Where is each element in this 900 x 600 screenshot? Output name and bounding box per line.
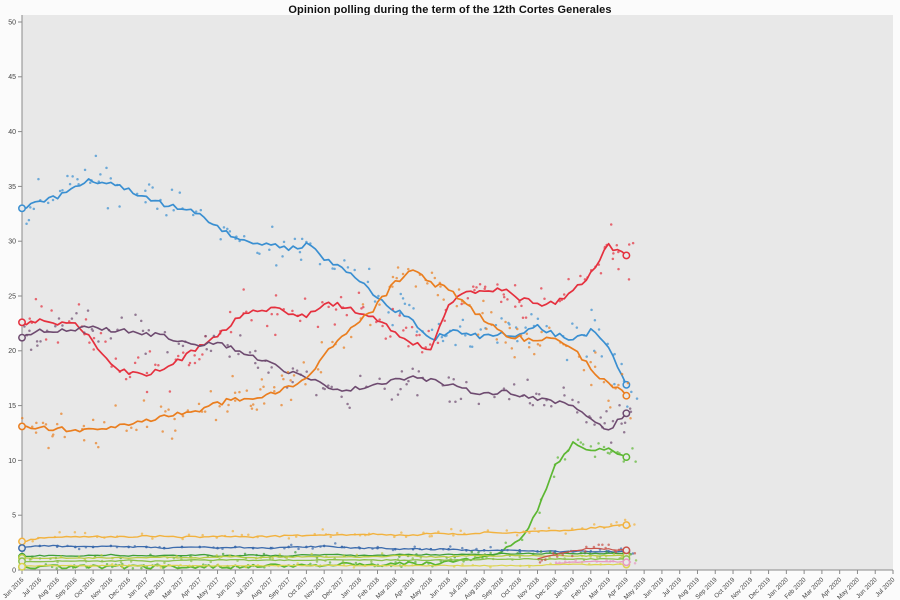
series-amber-line xyxy=(21,524,627,543)
chart-title: Opinion polling during the term of the 1… xyxy=(288,4,612,16)
series-purple-line xyxy=(21,325,628,431)
y-tick-label: 30 xyxy=(8,239,16,246)
y-tick-label: 40 xyxy=(8,129,16,136)
y-tick-label: 50 xyxy=(8,19,16,26)
series-olive xyxy=(18,551,631,562)
y-axis: 0 5 10 15 20 25 30 35 40 45 50 xyxy=(8,19,22,574)
series-amber xyxy=(18,518,636,546)
y-tick-label: 5 xyxy=(12,513,16,520)
series-pink-line xyxy=(555,560,627,564)
series-amber-end-marker xyxy=(622,521,631,530)
series-small-red xyxy=(537,543,637,564)
series-red xyxy=(18,223,635,394)
series-olive-line xyxy=(21,554,627,560)
series-blue-start-marker xyxy=(18,204,26,213)
series-purple-end-marker xyxy=(622,409,631,418)
series-orange-end-marker xyxy=(622,391,631,400)
y-tick-label: 15 xyxy=(8,403,16,410)
series-green-end-marker xyxy=(622,453,631,462)
series-orange-line xyxy=(21,269,628,433)
series-small-blue xyxy=(18,542,635,556)
plot-area xyxy=(22,15,893,570)
x-tick-label: Jun 2016 xyxy=(2,576,26,600)
y-tick-label: 0 xyxy=(12,567,16,574)
series-yellow xyxy=(18,560,631,571)
series-purple-start-marker xyxy=(18,333,26,342)
series-small-red-line xyxy=(537,547,627,560)
series-small-blue-dots xyxy=(20,544,628,553)
y-tick-label: 10 xyxy=(8,458,16,465)
series-pink-end-marker xyxy=(622,558,631,567)
series-red-start-marker xyxy=(18,318,26,327)
series-pink xyxy=(554,558,637,567)
y-tick-label: 35 xyxy=(8,184,16,191)
series-purple-scatter xyxy=(23,309,633,444)
series-red-end-marker xyxy=(622,251,631,260)
series-blue-line xyxy=(21,178,628,386)
series-amber-start-marker xyxy=(18,537,26,546)
series-purple xyxy=(18,309,633,444)
axes xyxy=(21,15,893,571)
series-yellow-start-marker xyxy=(18,562,26,571)
y-tick-label: 25 xyxy=(8,293,16,300)
y-tick-label: 20 xyxy=(8,348,16,355)
series-small-red-end-marker xyxy=(622,546,631,555)
x-tick-label: Jul 2020 xyxy=(874,576,896,598)
series-mid-green-line xyxy=(21,552,627,558)
series-small-blue-start-marker xyxy=(18,544,26,553)
series-yellow-line xyxy=(21,563,627,568)
series-orange xyxy=(18,266,632,450)
y-tick-label: 45 xyxy=(8,74,16,81)
series-light-green-line xyxy=(21,557,627,563)
series-orange-start-marker xyxy=(18,422,26,431)
series-red-line xyxy=(21,242,627,377)
